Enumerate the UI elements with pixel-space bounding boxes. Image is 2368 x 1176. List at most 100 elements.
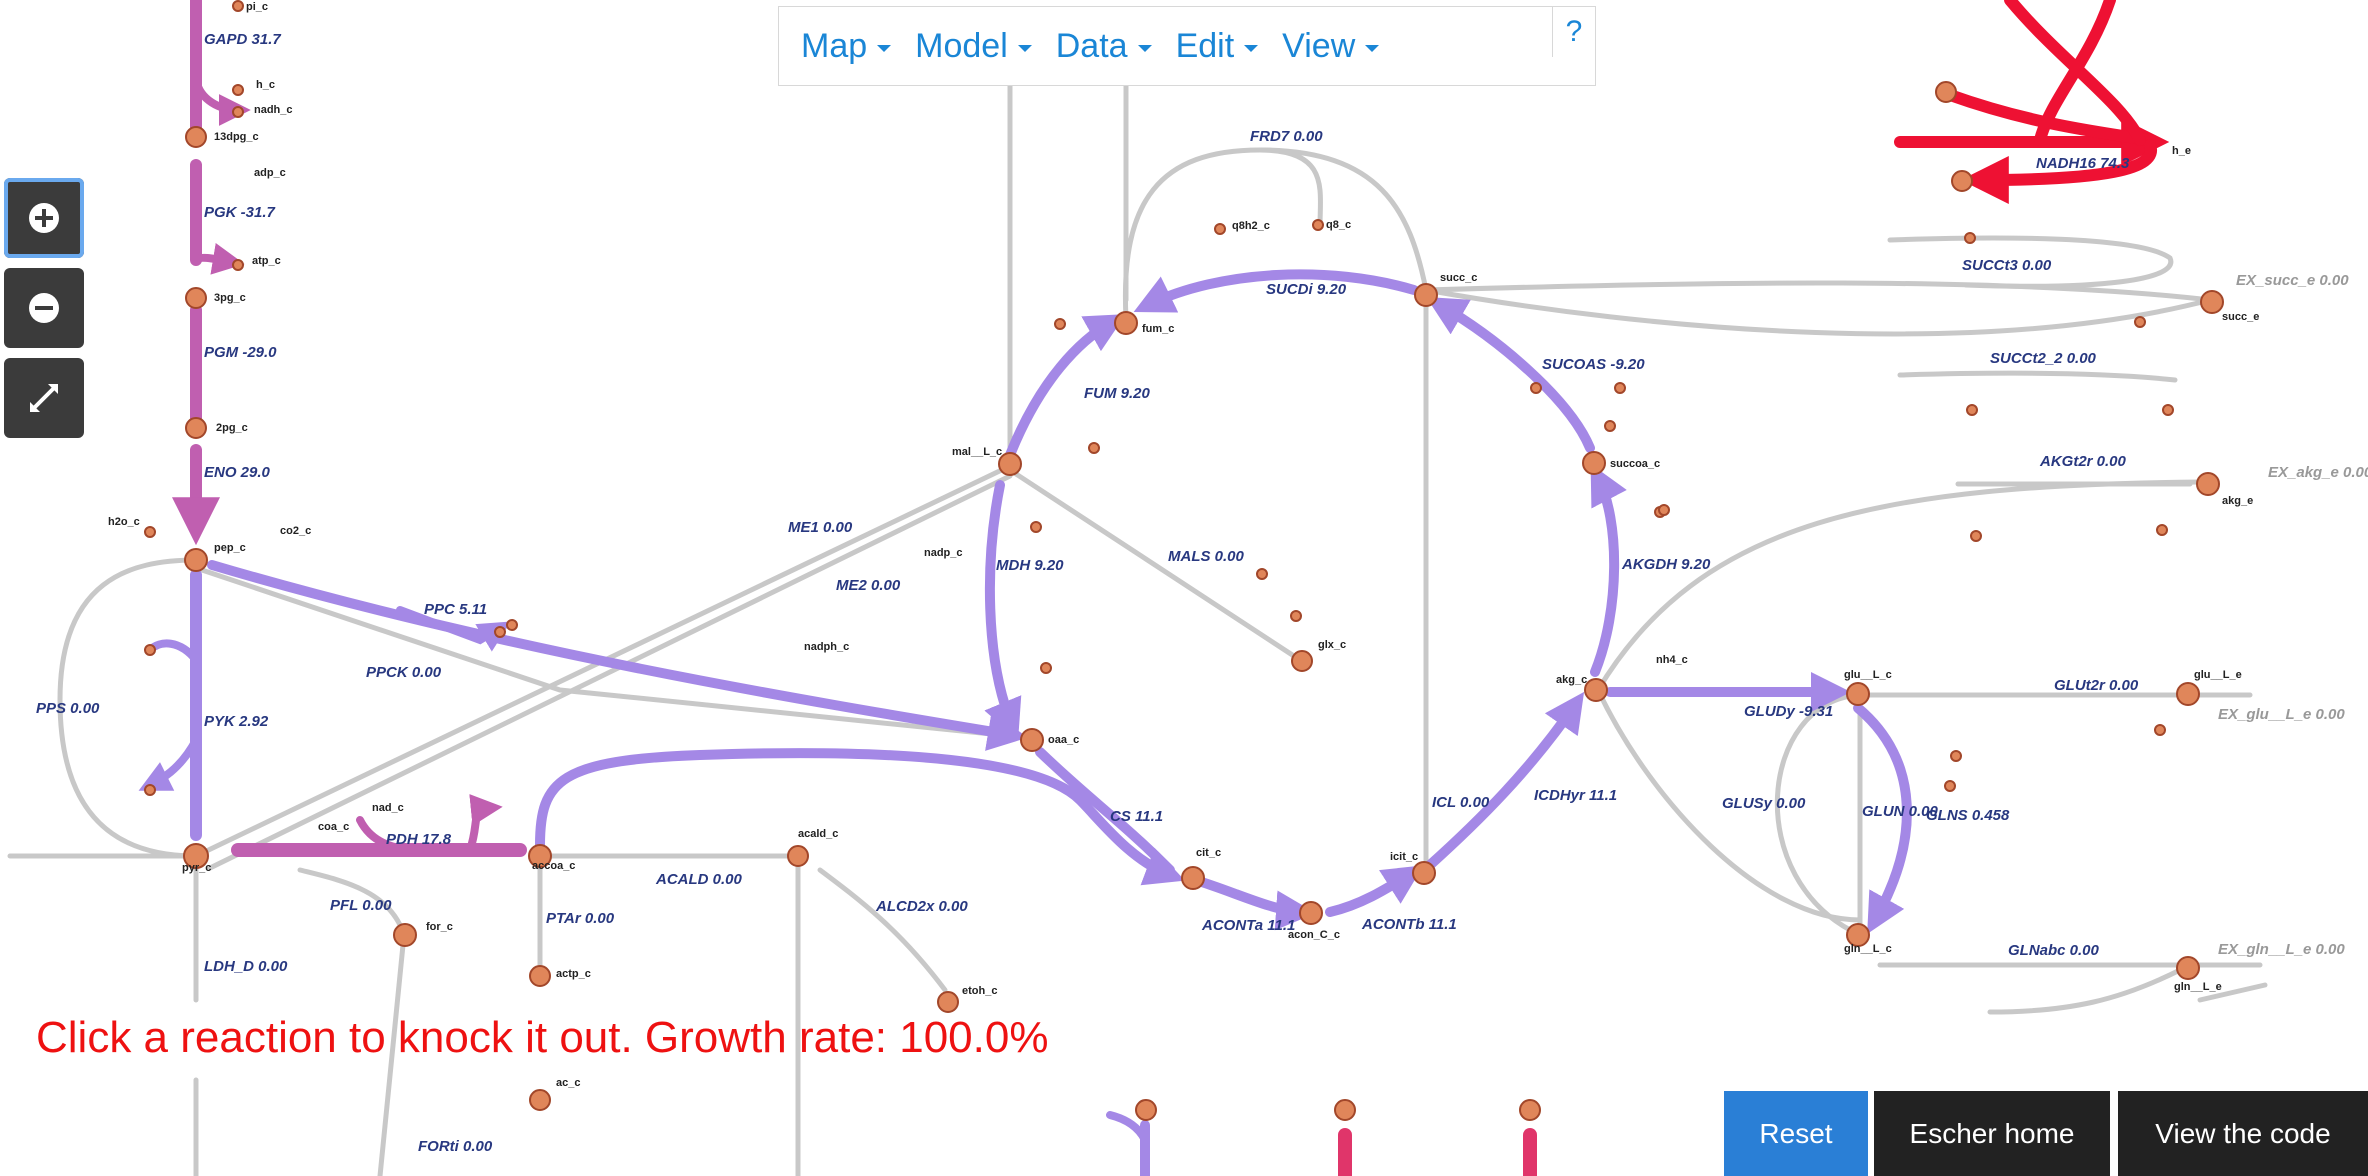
svg-text:nadph_c: nadph_c	[804, 641, 849, 653]
svg-text:nadh_c: nadh_c	[254, 104, 293, 116]
svg-text:glu__L_e: glu__L_e	[2194, 669, 2242, 681]
reaction-label[interactable]: ME1 0.00	[788, 519, 853, 536]
reaction-label[interactable]: GLNS 0.458	[1926, 807, 2010, 824]
help-label: ?	[1565, 15, 1583, 48]
svg-text:succ_e: succ_e	[2222, 311, 2259, 323]
reaction-label[interactable]: PPC 5.11	[424, 601, 487, 618]
zoom-in-button[interactable]	[4, 178, 84, 258]
menu-map-label: Map	[801, 26, 868, 65]
reaction-label[interactable]: GLUN 0.00	[1862, 803, 1939, 820]
svg-text:for_c: for_c	[426, 921, 453, 933]
reaction-label[interactable]: PGK -31.7	[204, 204, 276, 221]
exchange-label[interactable]: EX_succ_e 0.00	[2236, 272, 2349, 289]
svg-text:icit_c: icit_c	[1390, 851, 1418, 863]
svg-text:akg_c: akg_c	[1556, 674, 1587, 686]
reaction-label[interactable]: MDH 9.20	[996, 557, 1064, 574]
nadh16-flux-segments[interactable]	[1894, 0, 2170, 204]
caret-down-icon	[1365, 44, 1380, 52]
reaction-label[interactable]: CS 11.1	[1110, 808, 1163, 825]
reaction-label[interactable]: FORti 0.00	[418, 1138, 493, 1155]
reaction-label[interactable]: GLUSy 0.00	[1722, 795, 1806, 812]
reset-button[interactable]: Reset	[1724, 1091, 1868, 1176]
reaction-label[interactable]: SUCOAS -9.20	[1542, 356, 1645, 373]
reaction-label[interactable]: ACONTb 11.1	[1361, 916, 1457, 933]
reaction-label[interactable]: ACALD 0.00	[655, 871, 743, 888]
svg-text:3pg_c: 3pg_c	[214, 292, 246, 304]
zoom-out-button[interactable]	[4, 268, 84, 348]
reaction-label[interactable]: PDH 17.8	[386, 831, 452, 848]
reset-label: Reset	[1759, 1117, 1833, 1149]
glycolysis-flux-segments[interactable]	[172, 0, 527, 857]
reaction-label[interactable]: ICDHyr 11.1	[1534, 787, 1617, 804]
svg-text:gln__L_c: gln__L_c	[1844, 943, 1892, 955]
reaction-label[interactable]: PPS 0.00	[36, 700, 100, 717]
growth-rate-status: Click a reaction to knock it out. Growth…	[36, 1013, 1049, 1062]
reaction-label[interactable]: PPCK 0.00	[366, 664, 442, 681]
svg-text:mal__L_c: mal__L_c	[952, 446, 1002, 458]
menu-map[interactable]: Map	[801, 26, 892, 66]
reaction-label[interactable]: PGM -29.0	[204, 344, 277, 361]
reaction-label[interactable]: ENO 29.0	[204, 464, 271, 481]
reaction-label[interactable]: GLNabc 0.00	[2008, 942, 2100, 959]
reaction-label[interactable]: FRD7 0.00	[1250, 128, 1323, 145]
reaction-label[interactable]: PFL 0.00	[330, 897, 392, 914]
svg-text:actp_c: actp_c	[556, 968, 591, 980]
exchange-label[interactable]: EX_gln__L_e 0.00	[2218, 941, 2345, 958]
svg-text:acon_C_c: acon_C_c	[1288, 929, 1340, 941]
menu-edit[interactable]: Edit	[1176, 27, 1259, 66]
reaction-label[interactable]: SUCDi 9.20	[1266, 281, 1347, 298]
reaction-label[interactable]: GAPD 31.7	[204, 31, 281, 48]
svg-text:oaa_c: oaa_c	[1048, 734, 1079, 746]
reaction-label[interactable]: PYK 2.92	[204, 713, 269, 730]
reaction-label[interactable]: ICL 0.00	[1432, 794, 1490, 811]
reaction-label[interactable]: ACONTa 11.1	[1201, 917, 1295, 934]
reaction-label[interactable]: SUCCt3 0.00	[1962, 257, 2052, 274]
metabolite-labels: pi_c h_c nadh_c 13dpg_c adp_c atp_c 3pg_…	[108, 1, 2259, 1089]
zoom-extent-button[interactable]	[4, 358, 84, 438]
exchange-labels[interactable]: EX_succ_e 0.00 EX_akg_e 0.00 EX_glu__L_e…	[2218, 272, 2368, 958]
reaction-label[interactable]: ALCD2x 0.00	[875, 898, 968, 915]
svg-text:ac_c: ac_c	[556, 1077, 580, 1089]
exchange-label[interactable]: EX_akg_e 0.00	[2268, 464, 2368, 481]
svg-text:glu__L_c: glu__L_c	[1844, 669, 1892, 681]
help-button[interactable]: ?	[1552, 7, 1595, 57]
svg-text:q8_c: q8_c	[1326, 219, 1351, 231]
menu-data-label: Data	[1055, 26, 1128, 65]
reaction-label[interactable]: GLUDy -9.31	[1744, 703, 1833, 720]
reaction-label[interactable]: MALS 0.00	[1168, 548, 1245, 565]
svg-text:nadp_c: nadp_c	[924, 547, 963, 559]
svg-text:gln__L_e: gln__L_e	[2174, 981, 2222, 993]
svg-text:h_e: h_e	[2172, 145, 2191, 157]
reaction-labels[interactable]: GAPD 31.7 PGK -31.7 PGM -29.0 ENO 29.0 P…	[36, 31, 2139, 1155]
reaction-label[interactable]: ME2 0.00	[836, 577, 901, 594]
reaction-label[interactable]: LDH_D 0.00	[204, 958, 288, 975]
metabolite-nodes[interactable]	[144, 0, 2224, 1121]
reaction-label[interactable]: FUM 9.20	[1084, 385, 1151, 402]
view-code-button[interactable]: View the code	[2118, 1091, 2368, 1176]
plus-circle-icon	[29, 203, 59, 233]
svg-text:pep_c: pep_c	[214, 542, 246, 554]
expand-icon	[30, 384, 58, 412]
menu-bar: Map Model Data Edit View ?	[778, 6, 1596, 86]
escher-home-button[interactable]: Escher home	[1874, 1091, 2110, 1176]
menu-view[interactable]: View	[1282, 27, 1380, 66]
caret-down-icon	[1017, 44, 1032, 52]
reaction-label[interactable]: AKGt2r 0.00	[2039, 453, 2127, 470]
menu-model[interactable]: Model	[915, 27, 1032, 66]
reaction-label[interactable]: GLUt2r 0.00	[2054, 677, 2139, 694]
svg-text:h_c: h_c	[256, 79, 275, 91]
svg-text:fum_c: fum_c	[1142, 323, 1174, 335]
reaction-label[interactable]: NADH16 74.3	[2036, 155, 2130, 172]
reaction-label[interactable]: AKGDH 9.20	[1621, 556, 1711, 573]
reaction-label[interactable]: PTAr 0.00	[546, 910, 615, 927]
menu-data[interactable]: Data	[1056, 27, 1152, 66]
exchange-label[interactable]: EX_glu__L_e 0.00	[2218, 706, 2345, 723]
reaction-label[interactable]: SUCCt2_2 0.00	[1990, 350, 2097, 367]
svg-text:nad_c: nad_c	[372, 802, 404, 814]
menu-model-label: Model	[915, 26, 1008, 65]
svg-text:succ_c: succ_c	[1440, 272, 1477, 284]
svg-text:cit_c: cit_c	[1196, 847, 1221, 859]
active-flux-segments[interactable]	[138, 269, 1912, 934]
svg-text:nh4_c: nh4_c	[1656, 654, 1688, 666]
